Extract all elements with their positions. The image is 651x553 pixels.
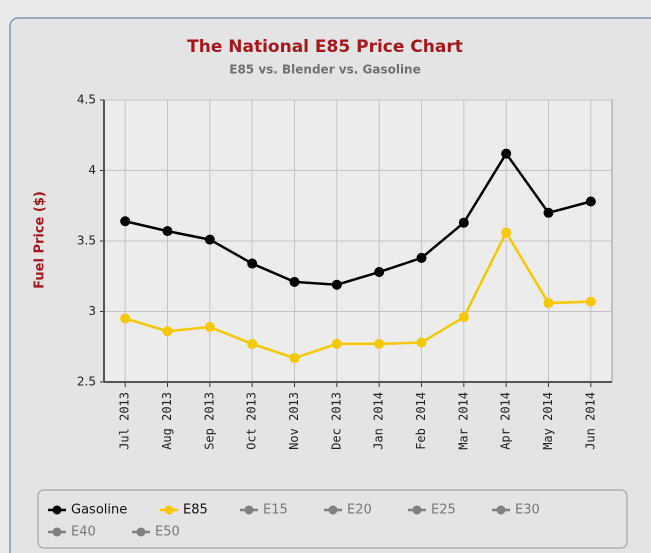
data-point [416, 337, 427, 348]
data-point [162, 326, 173, 337]
data-point [374, 338, 385, 349]
data-point [458, 312, 469, 323]
data-point [289, 276, 300, 287]
chart-subtitle: E85 vs. Blender vs. Gasoline [229, 63, 420, 77]
chart-title: The National E85 Price Chart [187, 37, 463, 57]
legend-label: E15 [263, 503, 288, 518]
legend-label: E40 [71, 525, 96, 540]
series-line [124, 151, 592, 286]
x-tick-label: Jun 2014 [583, 392, 597, 450]
data-point [331, 338, 342, 349]
y-axis-label: Fuel Price ($) [33, 191, 48, 289]
x-tick-label: Oct 2013 [245, 392, 259, 450]
legend-label: E20 [347, 503, 372, 518]
x-tick-label: May 2014 [541, 392, 555, 450]
legend-marker [52, 505, 62, 515]
data-point [204, 322, 215, 333]
x-tick-label: Aug 2013 [160, 392, 174, 450]
x-tick-label: Jan 2014 [372, 392, 386, 450]
data-point [585, 196, 596, 207]
legend-label: E25 [431, 503, 456, 518]
legend-marker [244, 505, 254, 515]
data-point [501, 148, 512, 159]
series-line [124, 229, 591, 360]
y-tick-label: 4 [88, 163, 96, 177]
data-point [120, 313, 131, 324]
data-point [289, 353, 300, 364]
x-tick-label: Feb 2014 [414, 392, 428, 450]
x-tick-label: Nov 2013 [287, 392, 301, 450]
data-point [543, 298, 554, 309]
data-point [458, 217, 469, 228]
y-tick-label: 4.5 [77, 93, 96, 107]
legend-marker [412, 505, 422, 515]
data-point [374, 267, 385, 278]
x-tick-label: Jul 2013 [118, 392, 132, 450]
y-tick-label: 3.5 [77, 234, 96, 248]
data-point [204, 234, 215, 245]
y-tick-label: 3 [88, 304, 96, 318]
legend-marker [52, 527, 62, 537]
x-tick-label: Mar 2014 [456, 392, 470, 450]
data-point [247, 258, 258, 269]
legend-marker [164, 505, 174, 515]
legend-marker [496, 505, 506, 515]
legend [37, 489, 628, 549]
x-tick-label: Sep 2013 [202, 392, 216, 450]
legend-label: E50 [155, 525, 180, 540]
data-point [162, 226, 173, 237]
x-tick-label: Apr 2014 [499, 392, 513, 450]
y-tick-label: 2.5 [77, 375, 96, 389]
x-tick-label: Dec 2013 [329, 392, 343, 450]
data-point [120, 216, 131, 227]
legend-marker [136, 527, 146, 537]
legend-label: Gasoline [71, 503, 127, 518]
data-point [543, 207, 554, 218]
data-point [501, 227, 512, 238]
data-point [247, 338, 258, 349]
legend-marker [328, 505, 338, 515]
data-point [331, 279, 342, 290]
legend-label: E85 [183, 503, 208, 518]
legend-label: E30 [515, 503, 540, 518]
data-point [585, 296, 596, 307]
data-point [416, 252, 427, 263]
